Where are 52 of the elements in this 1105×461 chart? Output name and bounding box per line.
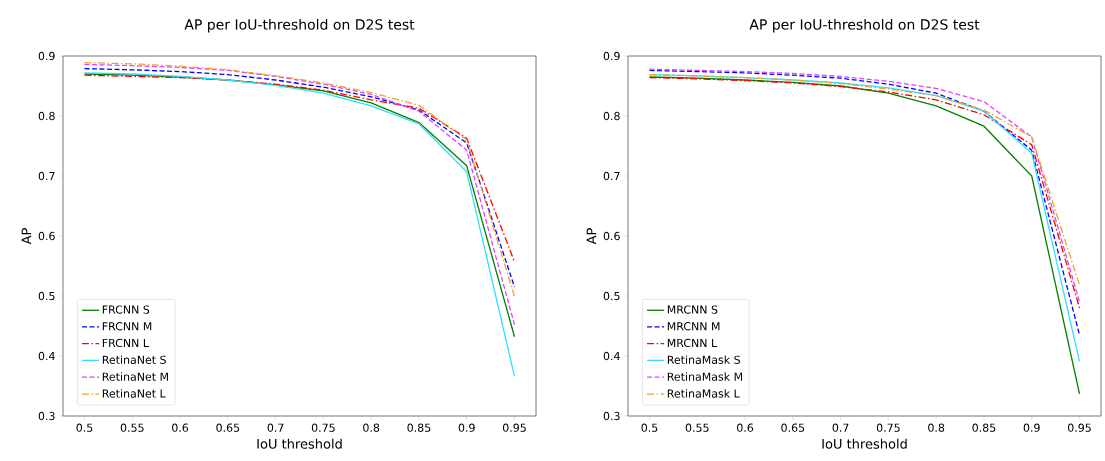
y-tick-label: 0.9 (38, 51, 55, 61)
y-tick-label: 0.8 (38, 111, 55, 121)
x-tick-label: 0.85 (407, 423, 431, 432)
legend-label: RetinaNet S (102, 355, 166, 364)
y-tick-label: 0.7 (38, 171, 55, 181)
y-tick-label: 0.3 (603, 411, 620, 421)
x-axis-title: IoU threshold (822, 438, 907, 449)
legend-label: RetinaMask M (667, 372, 742, 381)
x-tick-label: 0.8 (928, 423, 945, 432)
x-tick-label: 0.65 (781, 423, 805, 432)
x-tick-label: 0.95 (502, 423, 526, 432)
y-tick-label: 0.9 (603, 51, 620, 61)
x-tick-label: 0.6 (737, 423, 754, 432)
y-tick-label: 0.3 (38, 411, 55, 421)
y-axis-title: AP (21, 228, 32, 245)
legend-label: MRCNN M (667, 322, 720, 331)
y-tick-label: 0.5 (603, 291, 620, 301)
y-tick-label: 0.5 (38, 291, 55, 301)
x-tick-label: 0.8 (363, 423, 380, 432)
y-tick-label: 0.6 (603, 231, 620, 241)
y-tick-label: 0.7 (603, 171, 620, 181)
y-tick-label: 0.4 (603, 351, 620, 361)
x-tick-label: 0.75 (876, 423, 900, 432)
x-tick-label: 0.5 (641, 423, 658, 432)
legend-label: FRCNN M (102, 322, 152, 331)
y-axis-title: AP (586, 228, 597, 245)
legend-label: RetinaMask L (667, 389, 740, 398)
y-tick-label: 0.8 (603, 111, 620, 121)
x-tick-label: 0.7 (832, 423, 849, 432)
x-tick-label: 0.5 (76, 423, 93, 432)
x-tick-label: 0.7 (267, 423, 284, 432)
x-tick-label: 0.85 (972, 423, 996, 432)
chart-title: AP per IoU-threshold on D2S test (184, 18, 415, 33)
legend-label: FRCNN S (102, 305, 150, 314)
y-tick-label: 0.4 (38, 351, 55, 361)
x-tick-label: 0.95 (1067, 423, 1091, 432)
x-tick-label: 0.9 (1023, 423, 1040, 432)
x-tick-label: 0.6 (172, 423, 189, 432)
legend-label: RetinaNet L (102, 389, 166, 398)
legend-label: MRCNN L (667, 338, 718, 348)
x-tick-label: 0.75 (311, 423, 335, 432)
x-tick-label: 0.9 (458, 423, 475, 432)
legend-label: FRCNN L (102, 338, 149, 348)
x-tick-label: 0.55 (685, 423, 709, 432)
x-tick-label: 0.65 (216, 423, 240, 432)
chart-title: AP per IoU-threshold on D2S test (749, 18, 980, 33)
y-tick-label: 0.6 (38, 231, 55, 241)
legend-label: MRCNN S (667, 305, 718, 314)
x-tick-label: 0.55 (120, 423, 144, 432)
x-axis-title: IoU threshold (257, 438, 342, 449)
legend-label: RetinaMask S (667, 355, 740, 364)
legend-label: RetinaNet M (102, 372, 168, 381)
